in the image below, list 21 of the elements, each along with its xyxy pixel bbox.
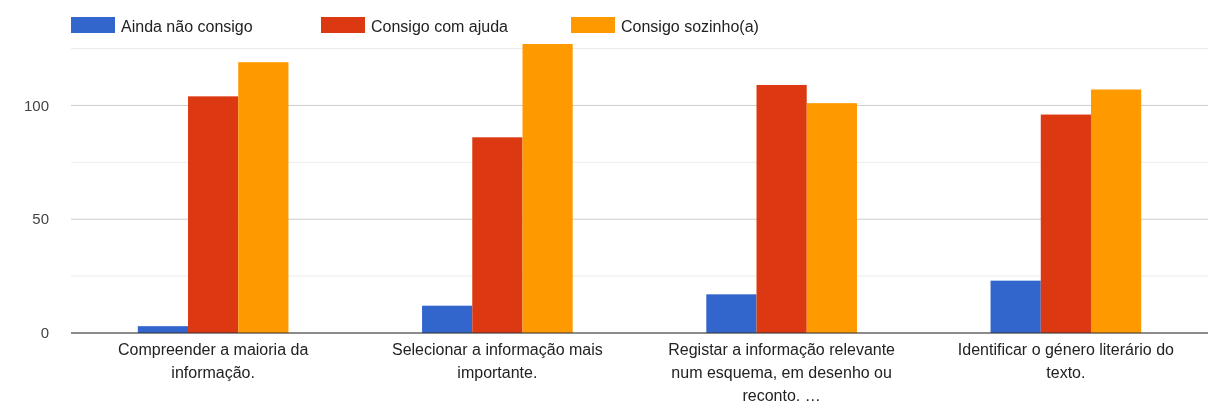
y-tick-label: 100 (23, 96, 49, 114)
x-tick-label: Compreender a maioria da informação. (117, 341, 309, 381)
bar (756, 84, 807, 333)
x-tick-label: Registar a informação relevante num esquema, em desenho ou reconto. … (668, 341, 896, 403)
bar (422, 305, 473, 333)
bar (522, 44, 573, 333)
legend-label: Consigo sozinho(a) (621, 17, 759, 35)
bar (706, 294, 757, 333)
bar (188, 96, 239, 333)
y-tick-label: 0 (40, 324, 49, 342)
bar (990, 280, 1041, 333)
legend-label: Consigo com ajuda (371, 17, 509, 35)
bar (238, 62, 289, 333)
legend-label: Ainda não consigo (121, 17, 253, 35)
x-tick-label: Identificar o género literário do texto. (957, 341, 1175, 381)
bar (1040, 114, 1091, 333)
y-tick-label: 50 (32, 210, 49, 228)
bar (472, 137, 523, 333)
bar (806, 103, 857, 333)
bar (1090, 89, 1142, 333)
x-tick-label: Selecionar a informação mais importante. (391, 341, 603, 381)
